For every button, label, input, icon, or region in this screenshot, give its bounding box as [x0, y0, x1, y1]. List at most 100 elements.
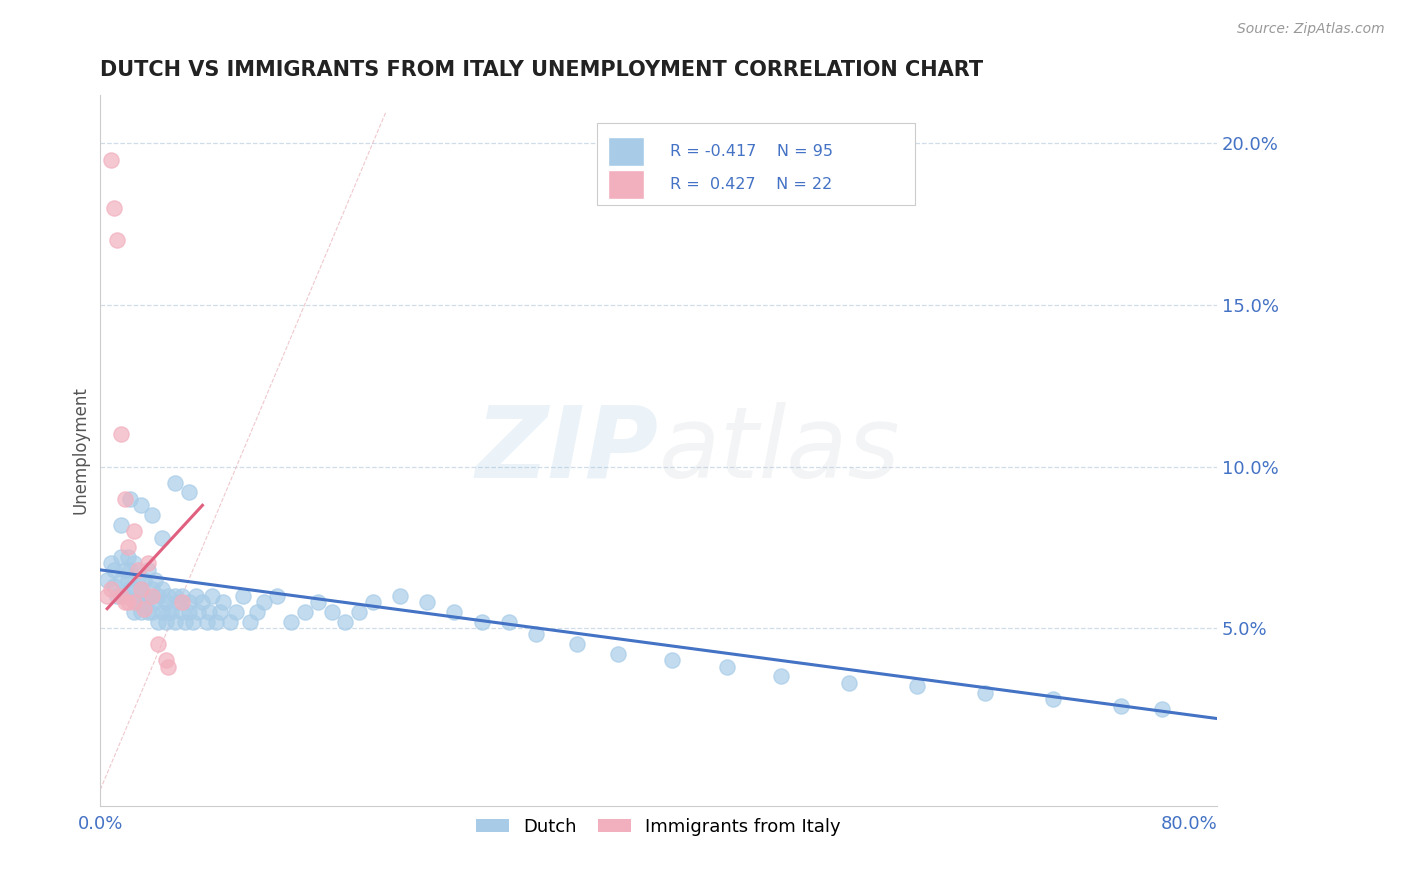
Point — [181, 615, 204, 629]
Point — [388, 589, 411, 603]
Point — [253, 595, 276, 609]
Point — [416, 595, 439, 609]
Point — [246, 605, 269, 619]
Point — [157, 605, 180, 619]
Point — [132, 601, 155, 615]
Point — [127, 573, 149, 587]
Point — [212, 595, 235, 609]
Point — [198, 605, 221, 619]
Point — [114, 491, 136, 506]
Point — [136, 557, 159, 571]
Point — [110, 517, 132, 532]
Point — [141, 589, 163, 603]
Point — [143, 573, 166, 587]
Point — [136, 563, 159, 577]
Point — [232, 589, 254, 603]
Point — [150, 531, 173, 545]
Text: atlas: atlas — [658, 402, 900, 499]
Point — [716, 660, 738, 674]
Point — [141, 605, 163, 619]
Point — [129, 582, 152, 597]
Point — [239, 615, 262, 629]
Point — [195, 615, 218, 629]
Point — [105, 589, 128, 603]
Point — [129, 605, 152, 619]
Point — [146, 589, 169, 603]
Point — [146, 615, 169, 629]
Point — [129, 582, 152, 597]
Point — [165, 589, 187, 603]
Point — [132, 573, 155, 587]
Point — [160, 605, 183, 619]
Point — [114, 595, 136, 609]
Point — [120, 563, 142, 577]
Point — [443, 605, 465, 619]
Point — [165, 615, 187, 629]
Point — [606, 647, 628, 661]
Point — [124, 524, 146, 538]
Point — [170, 595, 193, 609]
Point — [124, 557, 146, 571]
Point — [498, 615, 520, 629]
Point — [110, 549, 132, 564]
FancyBboxPatch shape — [609, 170, 644, 199]
Point — [905, 679, 928, 693]
Point — [129, 589, 152, 603]
Point — [103, 579, 125, 593]
Point — [103, 563, 125, 577]
Point — [157, 589, 180, 603]
Point — [100, 153, 122, 167]
Point — [165, 475, 187, 490]
Point — [129, 498, 152, 512]
Point — [1152, 702, 1174, 716]
Point — [120, 582, 142, 597]
Point — [266, 589, 288, 603]
Point — [169, 595, 191, 609]
Point — [124, 582, 146, 597]
Point — [524, 627, 547, 641]
Text: ZIP: ZIP — [475, 402, 658, 499]
Point — [110, 573, 132, 587]
Point — [838, 676, 860, 690]
Point — [124, 605, 146, 619]
Point — [218, 615, 240, 629]
Point — [225, 605, 247, 619]
Point — [1042, 692, 1064, 706]
Point — [150, 582, 173, 597]
Point — [124, 595, 146, 609]
Point — [127, 563, 149, 577]
Point — [294, 605, 316, 619]
Point — [209, 605, 232, 619]
Point — [661, 653, 683, 667]
Point — [100, 582, 122, 597]
Text: DUTCH VS IMMIGRANTS FROM ITALY UNEMPLOYMENT CORRELATION CHART: DUTCH VS IMMIGRANTS FROM ITALY UNEMPLOYM… — [100, 60, 983, 79]
Point — [117, 549, 139, 564]
Point — [117, 595, 139, 609]
Point — [974, 686, 997, 700]
Point — [321, 605, 343, 619]
Point — [155, 595, 177, 609]
Point — [136, 589, 159, 603]
Text: Source: ZipAtlas.com: Source: ZipAtlas.com — [1237, 22, 1385, 37]
Point — [110, 427, 132, 442]
Point — [191, 595, 214, 609]
Point — [127, 595, 149, 609]
Point — [143, 595, 166, 609]
Point — [150, 605, 173, 619]
Point — [157, 660, 180, 674]
Point — [155, 615, 177, 629]
Point — [470, 615, 492, 629]
Point — [201, 589, 224, 603]
Point — [177, 595, 200, 609]
Legend: Dutch, Immigrants from Italy: Dutch, Immigrants from Italy — [470, 811, 848, 843]
Point — [177, 485, 200, 500]
Point — [170, 589, 193, 603]
Point — [361, 595, 384, 609]
Point — [100, 557, 122, 571]
Point — [187, 605, 209, 619]
Point — [177, 605, 200, 619]
Point — [110, 589, 132, 603]
Y-axis label: Unemployment: Unemployment — [72, 386, 89, 515]
Point — [132, 595, 155, 609]
FancyBboxPatch shape — [598, 123, 915, 205]
